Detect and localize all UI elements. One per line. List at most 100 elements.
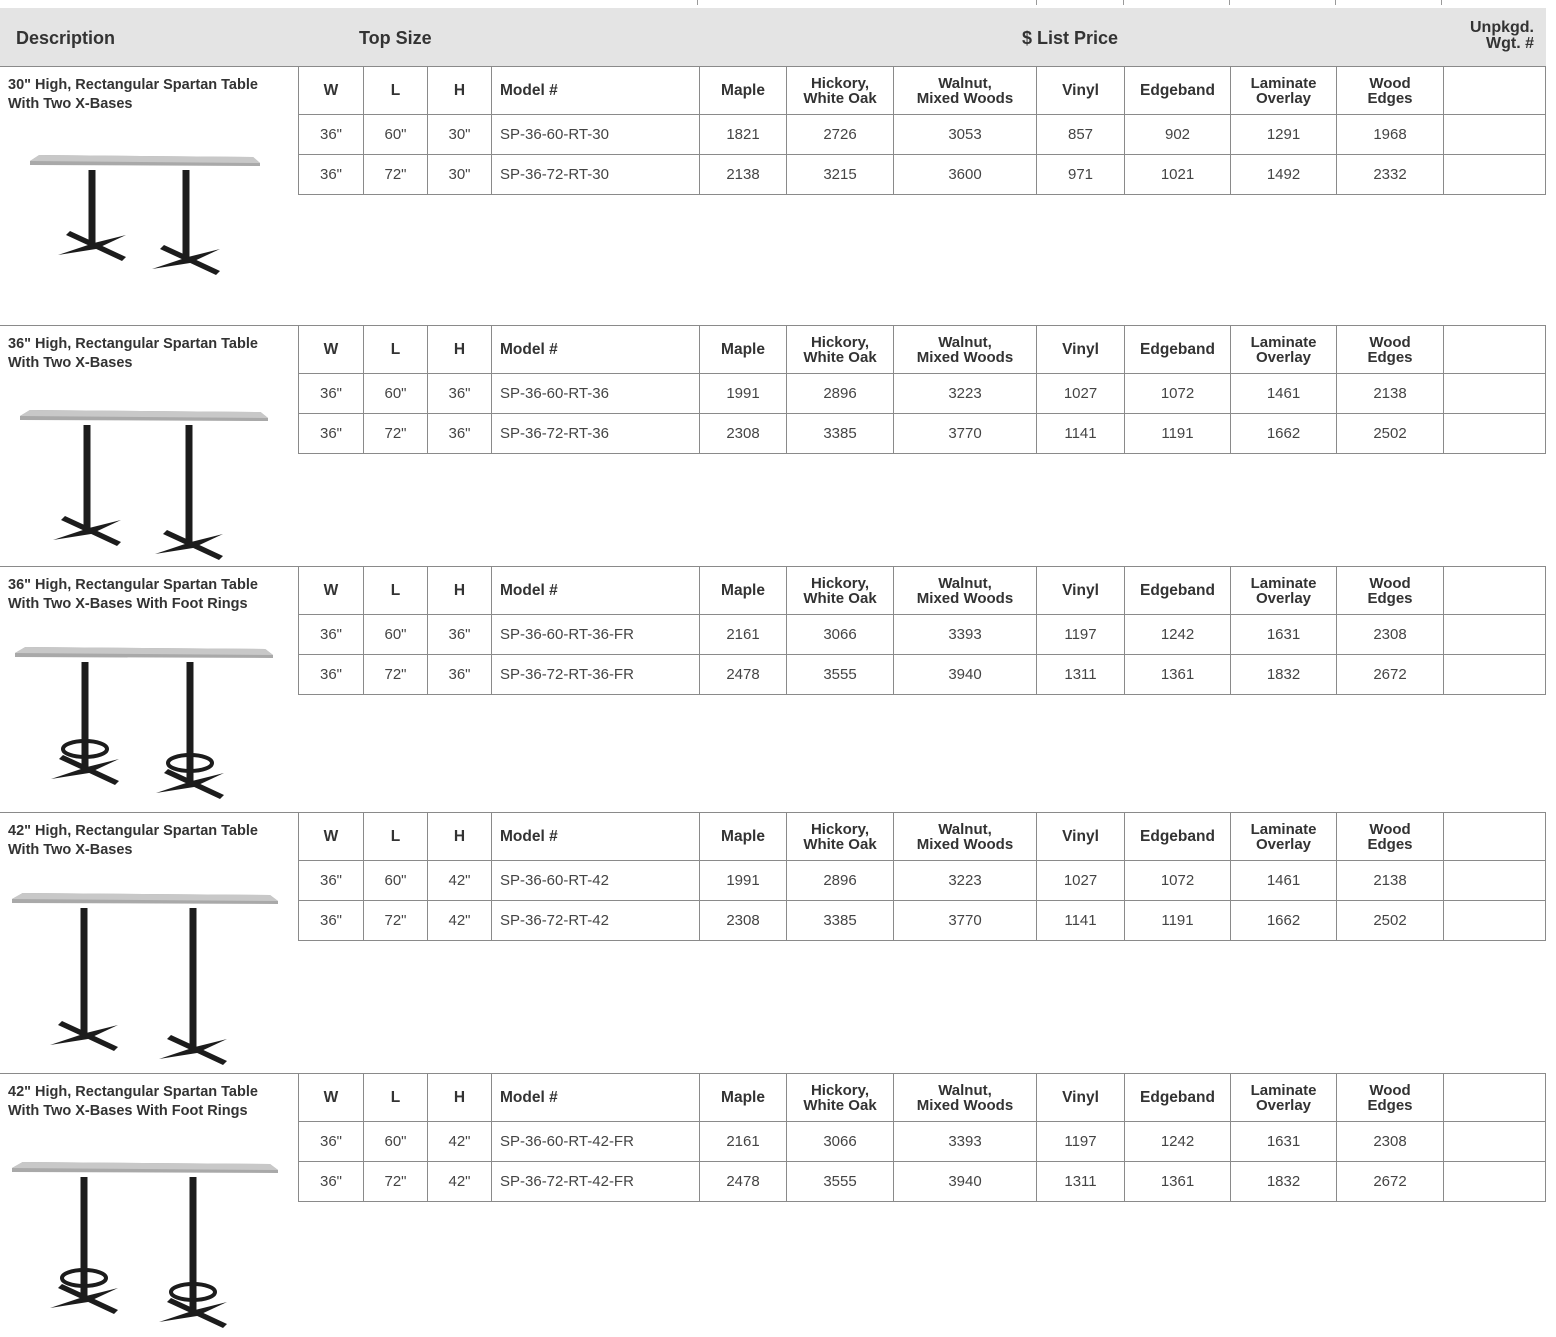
col-hickory-header-text: Hickory, [810, 820, 870, 838]
cell-edgeband: 1361 [1125, 655, 1231, 694]
cell-edgeband: 1072 [1125, 374, 1231, 413]
col-model-header: Model # [492, 567, 700, 614]
col-w-header: W [299, 67, 364, 114]
cell-h: 36" [428, 615, 492, 654]
cell-l: 72" [364, 901, 428, 940]
cell-l: 72" [364, 414, 428, 453]
col-walnut-header: Walnut, Mixed Woods [894, 326, 1037, 373]
col-h-header: H [428, 813, 492, 860]
col-vinyl-header: Vinyl [1037, 813, 1125, 860]
cell-l: 60" [364, 1122, 428, 1161]
cell-hickory: 3555 [787, 655, 894, 694]
cell-weight [1444, 155, 1545, 194]
section-title-line1: 36" High, Rectangular Spartan Table [8, 577, 258, 593]
cell-edgeband: 902 [1125, 115, 1231, 154]
cell-h: 42" [428, 861, 492, 900]
cell-walnut: 3940 [894, 655, 1037, 694]
col-h-header-text: H [453, 827, 466, 845]
col-laminate-header-text: Laminate [1250, 1081, 1317, 1099]
col-hickory-header-text: White Oak [803, 89, 877, 107]
cell-laminate: 1461 [1231, 374, 1337, 413]
cell-wood-edges: 2138 [1337, 374, 1444, 413]
col-hickory-header-text: White Oak [803, 835, 877, 853]
cell-model: SP-36-72-RT-42-FR [492, 1162, 700, 1201]
cell-l: 60" [364, 115, 428, 154]
col-model-header: Model # [492, 67, 700, 114]
cell-w: 36" [299, 1122, 364, 1161]
cell-wood-edges: 2672 [1337, 1162, 1444, 1201]
col-wood-edges-header-text: Wood [1369, 820, 1411, 838]
section-title-line2: With Two X-Bases [8, 355, 133, 371]
cell-edgeband: 1361 [1125, 1162, 1231, 1201]
cell-h: 36" [428, 374, 492, 413]
cell-model: SP-36-60-RT-30 [492, 115, 700, 154]
table-product-image [20, 404, 268, 569]
table-row: 36" 72" 42" SP-36-72-RT-42-FR 2478 3555 3940 13… [299, 1162, 1545, 1202]
col-hickory-header-text: White Oak [803, 348, 877, 366]
table-product-image [12, 1156, 278, 1337]
col-hickory-header-text: Hickory, [810, 1081, 870, 1099]
header-top-size: Top Size [359, 28, 432, 48]
col-vinyl-header-text: Vinyl [1062, 81, 1099, 99]
col-laminate-header-text: Laminate [1250, 574, 1317, 592]
col-maple-header: Maple [700, 1074, 787, 1121]
col-w-header: W [299, 326, 364, 373]
grid-header-row: W L H Model # Maple Hickory, White Oak Walnut, M… [299, 813, 1545, 861]
table-row: 36" 72" 30" SP-36-72-RT-30 2138 3215 3600 971 10… [299, 155, 1545, 195]
section-title-line1: 42" High, Rectangular Spartan Table [8, 823, 258, 839]
table-row: 36" 72" 42" SP-36-72-RT-42 2308 3385 3770 1141 1… [299, 901, 1545, 941]
col-h-header-text: H [453, 340, 466, 358]
col-wood-edges-header: Wood Edges [1337, 567, 1444, 614]
col-model-header: Model # [492, 1074, 700, 1121]
col-maple-header: Maple [700, 813, 787, 860]
table-row: 36" 60" 42" SP-36-60-RT-42 1991 2896 3223 1027 1… [299, 861, 1545, 901]
cell-weight [1444, 1162, 1545, 1201]
cell-model: SP-36-60-RT-42 [492, 861, 700, 900]
col-hickory-header: Hickory, White Oak [787, 67, 894, 114]
col-weight-header [1444, 67, 1545, 114]
col-laminate-header-text: Overlay [1255, 835, 1312, 853]
col-laminate-header: Laminate Overlay [1231, 326, 1337, 373]
col-edgeband-header: Edgeband [1125, 1074, 1231, 1121]
cell-weight [1444, 861, 1545, 900]
col-wood-edges-header-text: Edges [1367, 348, 1413, 366]
cell-laminate: 1631 [1231, 615, 1337, 654]
cell-edgeband: 1021 [1125, 155, 1231, 194]
section-title: 42" High, Rectangular Spartan Table With … [8, 822, 298, 860]
col-hickory-header-text: White Oak [803, 589, 877, 607]
col-model-header-text: Model # [500, 827, 558, 845]
cell-edgeband: 1191 [1125, 901, 1231, 940]
cell-w: 36" [299, 1162, 364, 1201]
cell-hickory: 3385 [787, 901, 894, 940]
cell-edgeband: 1072 [1125, 861, 1231, 900]
cell-weight [1444, 901, 1545, 940]
table-row: 36" 60" 42" SP-36-60-RT-42-FR 2161 3066 3393 11… [299, 1122, 1545, 1162]
col-walnut-header: Walnut, Mixed Woods [894, 813, 1037, 860]
cell-vinyl: 1141 [1037, 414, 1125, 453]
col-wood-edges-header-text: Edges [1367, 89, 1413, 107]
section-title-line2: With Two X-Bases [8, 842, 133, 858]
col-w-header: W [299, 567, 364, 614]
product-section: 36" High, Rectangular Spartan Table With … [0, 566, 1546, 813]
header-unpackaged-weight: Unpkgd. Wgt. # [1452, 20, 1534, 52]
col-laminate-header: Laminate Overlay [1231, 567, 1337, 614]
cell-hickory: 2726 [787, 115, 894, 154]
col-h-header-text: H [453, 1088, 466, 1106]
col-wood-edges-header-text: Wood [1369, 574, 1411, 592]
col-maple-header-text: Maple [721, 81, 765, 99]
col-walnut-header-text: Mixed Woods [916, 89, 1014, 107]
column-tick [1335, 0, 1336, 5]
section-title: 36" High, Rectangular Spartan Table With … [8, 335, 298, 373]
cell-laminate: 1631 [1231, 1122, 1337, 1161]
col-wood-edges-header-text: Edges [1367, 589, 1413, 607]
col-wood-edges-header: Wood Edges [1337, 67, 1444, 114]
cell-maple: 2478 [700, 1162, 787, 1201]
cell-w: 36" [299, 615, 364, 654]
col-laminate-header: Laminate Overlay [1231, 67, 1337, 114]
col-walnut-header: Walnut, Mixed Woods [894, 1074, 1037, 1121]
col-l-header-text: L [390, 340, 401, 358]
col-hickory-header: Hickory, White Oak [787, 326, 894, 373]
section-title-line2: With Two X-Bases [8, 96, 133, 112]
table-product-image [30, 149, 260, 284]
col-wood-edges-header-text: Wood [1369, 74, 1411, 92]
